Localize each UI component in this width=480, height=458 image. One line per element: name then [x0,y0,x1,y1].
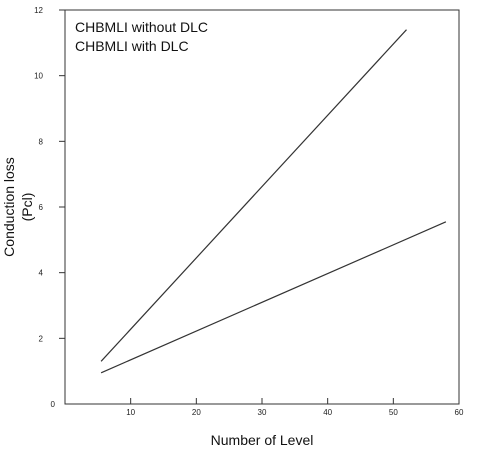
y-tick-label-6: 12 [34,6,43,15]
x-axis-ticks: 10 20 30 40 50 60 [126,398,464,417]
y-tick-label-0: 0 [51,400,56,409]
y-tick-label-1: 2 [39,334,44,343]
y-tick-label-4: 8 [39,137,44,146]
y-tick-label-2: 4 [39,269,44,278]
series-line-1 [100,221,447,374]
y-tick-label-3: 6 [39,203,44,212]
x-axis-title: Number of Level [211,432,314,448]
y-axis-ticks: 0 2 4 6 8 10 12 [34,6,65,409]
plot-frame [64,9,460,405]
x-tick-label-5: 60 [455,408,464,417]
series-lines [100,29,447,374]
legend-entry-1: CHBMLI with DLC [75,38,189,54]
y-axis-title: Conduction loss [1,157,17,257]
x-tick-label-3: 40 [323,408,332,417]
y-tick-label-5: 10 [34,72,43,81]
y-axis-unit: (Pcl) [19,193,35,222]
x-tick-label-4: 50 [389,408,398,417]
x-tick-label-2: 30 [258,408,267,417]
series-line-0 [100,29,407,362]
x-tick-label-0: 10 [126,408,135,417]
x-tick-label-1: 20 [192,408,201,417]
legend-entry-0: CHBMLI without DLC [75,19,208,35]
